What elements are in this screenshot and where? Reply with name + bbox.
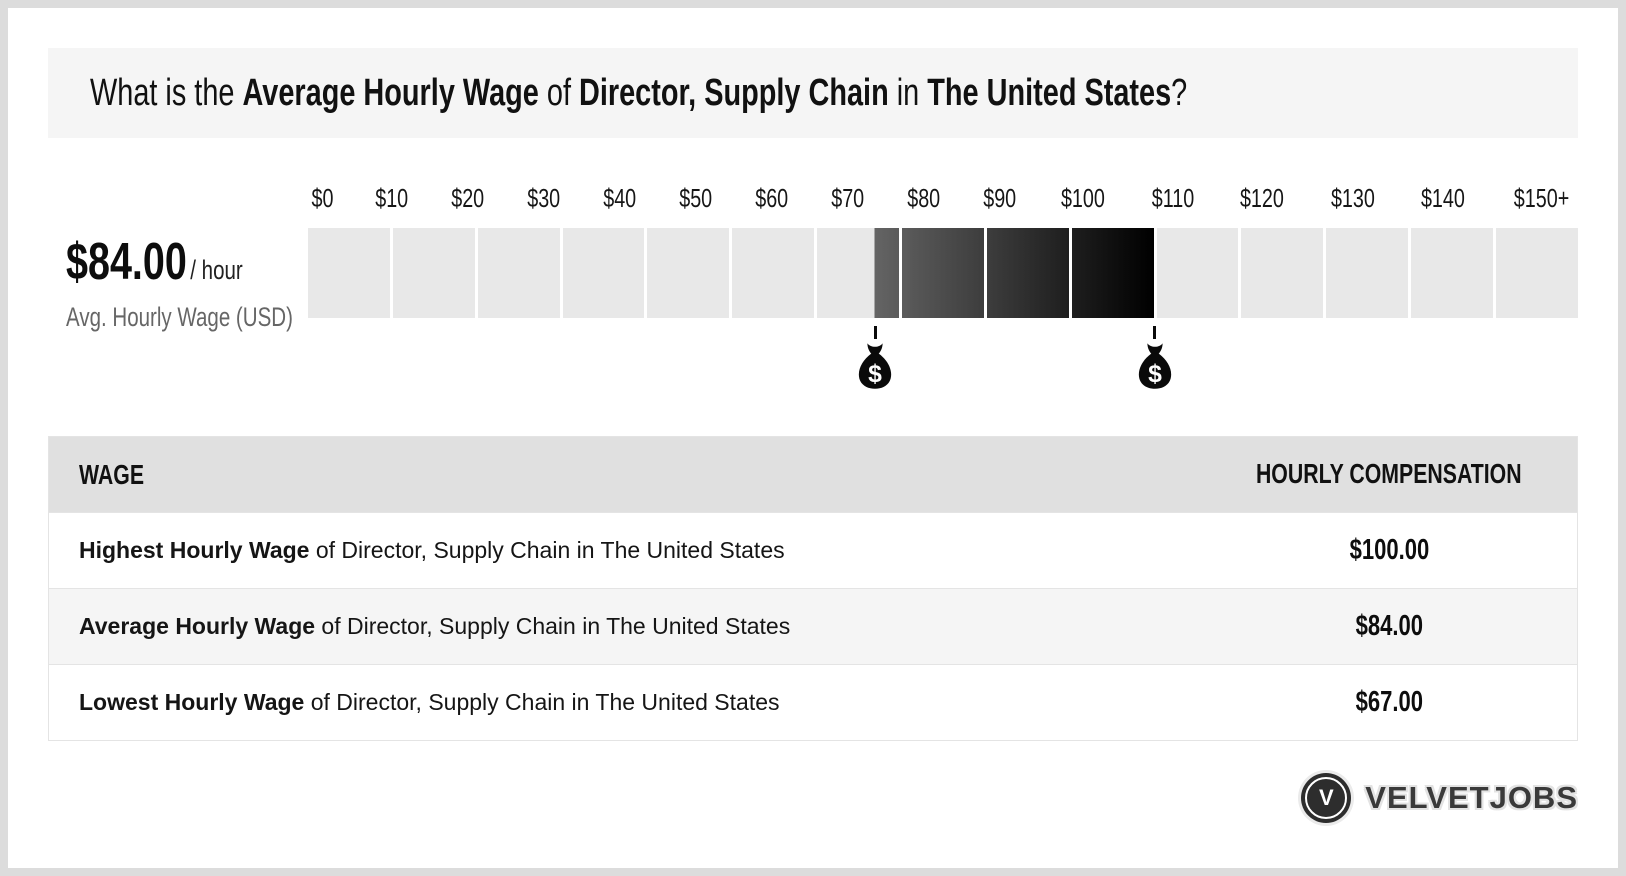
money-bag-icon: $ xyxy=(859,343,892,389)
axis-tick-label: $50 xyxy=(679,183,713,213)
row-label: Highest Hourly Wage of Director, Supply … xyxy=(49,537,1201,564)
average-wage-stat: $84.00 / hour Avg. Hourly Wage (USD) xyxy=(48,186,308,392)
column-header-compensation: HOURLY COMPENSATION xyxy=(1201,458,1577,491)
axis-tick-label: $100 xyxy=(1061,183,1106,213)
scale-track xyxy=(308,228,1578,318)
svg-text:$: $ xyxy=(1148,361,1162,388)
axis-tick-label: $90 xyxy=(983,183,1017,213)
column-header-label: WAGE xyxy=(79,458,145,490)
row-value: $67.00 xyxy=(1201,686,1577,719)
page-title: What is the Average Hourly Wage of Direc… xyxy=(90,72,1187,115)
title-segment: Director, Supply Chain xyxy=(579,71,889,114)
scale-markers: $ $ xyxy=(308,326,1578,392)
axis-tick-label: $60 xyxy=(755,183,789,213)
average-wage-amount: $84.00 xyxy=(66,233,187,291)
logo-monogram: V xyxy=(1318,785,1334,810)
axis-tick-label: $140 xyxy=(1421,183,1466,213)
table-header-row: WAGE HOURLY COMPENSATION xyxy=(49,437,1577,512)
axis-tick-label: $20 xyxy=(450,183,484,213)
row-label-rest: of Director, Supply Chain in The United … xyxy=(315,613,791,639)
title-segment: Average Hourly Wage xyxy=(242,71,539,114)
axis-tick-label: $80 xyxy=(907,183,941,213)
table-row: Highest Hourly Wage of Director, Supply … xyxy=(49,512,1577,588)
row-value: $84.00 xyxy=(1201,610,1577,643)
axis-tick-label: $40 xyxy=(602,183,636,213)
scale-cell xyxy=(562,228,645,318)
scale-cell xyxy=(1241,228,1324,318)
wage-chart: $84.00 / hour Avg. Hourly Wage (USD) $0 $… xyxy=(48,183,1578,392)
scale-cell xyxy=(1411,228,1494,318)
scale-cell xyxy=(817,228,900,318)
brand-name: VELVETJOBS xyxy=(1365,780,1578,815)
scale-cell xyxy=(1156,228,1239,318)
scale-cell xyxy=(477,228,560,318)
scale-cell xyxy=(392,228,475,318)
axis-tick-label: $70 xyxy=(831,183,865,213)
axis-tick-label: $10 xyxy=(374,183,408,213)
scale-cell xyxy=(1326,228,1409,318)
scale-cell xyxy=(902,228,984,318)
axis-tick-label: $150+ xyxy=(1513,183,1570,213)
scale-cell xyxy=(732,228,815,318)
row-label-rest: of Director, Supply Chain in The United … xyxy=(304,689,780,715)
row-label-rest: of Director, Supply Chain in The United … xyxy=(309,537,785,563)
row-value-text: $67.00 xyxy=(1355,686,1423,718)
title-segment: ? xyxy=(1171,71,1188,114)
axis-tick-label: $110 xyxy=(1151,183,1194,213)
row-label-bold: Average Hourly Wage xyxy=(79,613,316,639)
axis-tick-label: $0 xyxy=(311,183,334,213)
scale-cell xyxy=(1071,228,1154,318)
brand-footer: V VELVETJOBS xyxy=(48,773,1578,823)
row-value-text: $100.00 xyxy=(1349,534,1429,566)
title-segment: in xyxy=(888,71,928,114)
table-row: Lowest Hourly Wage of Director, Supply C… xyxy=(49,664,1577,740)
column-header-label: HOURLY COMPENSATION xyxy=(1256,458,1522,489)
row-label-bold: Lowest Hourly Wage xyxy=(79,689,305,715)
scale-cell xyxy=(647,228,730,318)
row-label-bold: Highest Hourly Wage xyxy=(79,537,310,563)
table-row: Average Hourly Wage of Director, Supply … xyxy=(49,588,1577,664)
wage-table: WAGE HOURLY COMPENSATION Highest Hourly … xyxy=(48,436,1578,741)
infographic-card: What is the Average Hourly Wage of Direc… xyxy=(8,8,1618,868)
title-banner: What is the Average Hourly Wage of Direc… xyxy=(48,48,1578,138)
low-wage-marker: $ xyxy=(856,326,894,390)
title-segment: of xyxy=(538,71,580,114)
wage-scale: $0 $10 $20 $30 $40 $50 $60 $70 $80 $90 $100 $110 $12… xyxy=(308,183,1578,392)
marker-dash xyxy=(873,326,877,339)
axis-tick-label: $30 xyxy=(526,183,560,213)
column-header-wage: WAGE xyxy=(49,459,1201,491)
stat-caption: Avg. Hourly Wage (USD) xyxy=(66,302,293,332)
money-bag-icon: $ xyxy=(1138,343,1171,389)
axis-tick-label: $120 xyxy=(1240,183,1285,213)
scale-cell xyxy=(986,228,1069,318)
high-wage-marker: $ xyxy=(1136,326,1174,390)
marker-dash xyxy=(1153,326,1157,339)
logo-circle-icon: V xyxy=(1301,773,1352,823)
scale-cell xyxy=(308,228,390,318)
stat-line: $84.00 / hour xyxy=(66,232,243,292)
per-hour-label: / hour xyxy=(190,255,243,285)
row-label: Average Hourly Wage of Director, Supply … xyxy=(49,613,1201,640)
title-segment: The United States xyxy=(927,71,1172,114)
scale-cell xyxy=(1496,228,1578,318)
axis-tick-label: $130 xyxy=(1330,183,1375,213)
svg-text:$: $ xyxy=(868,361,882,388)
row-value: $100.00 xyxy=(1201,534,1577,567)
scale-labels: $0 $10 $20 $30 $40 $50 $60 $70 $80 $90 $100 $110 $12… xyxy=(308,183,1578,214)
row-value-text: $84.00 xyxy=(1355,610,1423,642)
brand-logo[interactable]: V VELVETJOBS xyxy=(1301,773,1578,823)
title-segment: What is the xyxy=(90,71,243,114)
row-label: Lowest Hourly Wage of Director, Supply C… xyxy=(49,689,1201,716)
